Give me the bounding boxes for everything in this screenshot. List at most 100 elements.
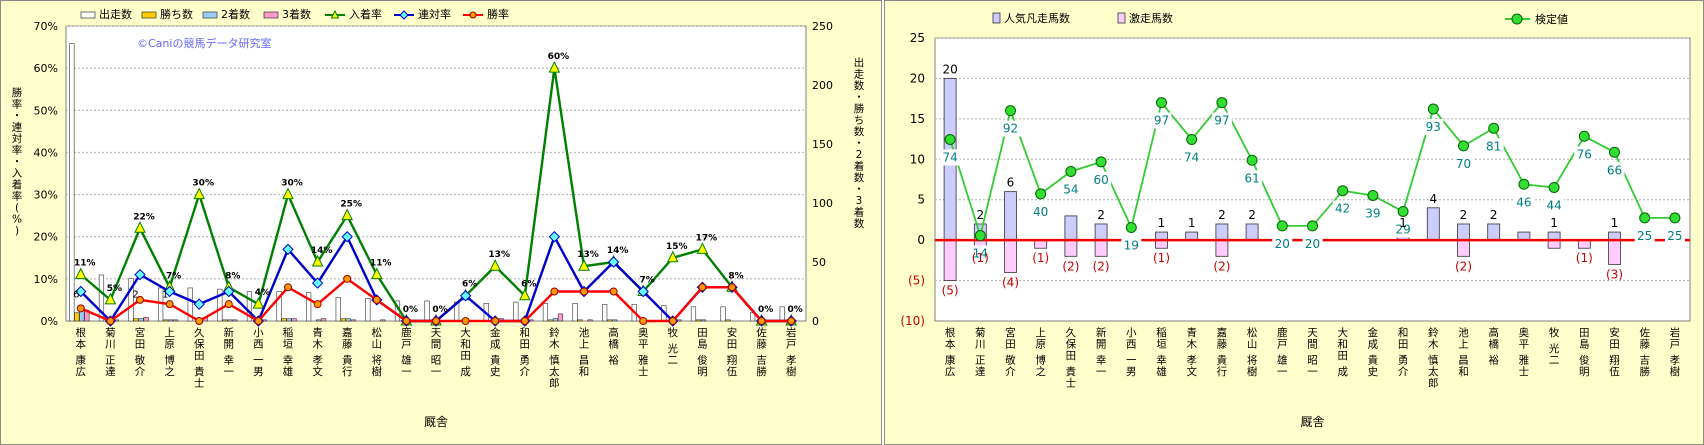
svg-text:金: 金: [490, 326, 501, 339]
svg-text:戸: 戸: [401, 339, 412, 351]
bar-value-label: 2: [1248, 208, 1256, 222]
svg-text:佐: 佐: [756, 326, 767, 339]
y-left-tick-label: 70%: [34, 20, 58, 33]
point-検定値: [1035, 188, 1047, 200]
svg-text:岩: 岩: [786, 326, 797, 339]
y-right-tick-label: 200: [812, 79, 833, 92]
svg-text:吉: 吉: [756, 355, 767, 367]
svg-text:和: 和: [520, 327, 531, 339]
svg-text:鈴: 鈴: [1428, 326, 1439, 339]
data-label: 14: [973, 247, 988, 261]
point-勝率: [728, 283, 736, 292]
svg-text:青: 青: [1186, 326, 1197, 339]
point-検定値: [1005, 105, 1016, 117]
svg-text:池: 池: [1458, 326, 1469, 339]
legend-marker: [399, 10, 409, 20]
bar-激走馬数: [1004, 239, 1017, 273]
bar-出走数: [98, 274, 105, 322]
svg-text:幸: 幸: [283, 355, 294, 367]
svg-text:着: 着: [854, 160, 865, 173]
data-label: 0%: [403, 305, 418, 315]
svg-text:田: 田: [1337, 350, 1348, 362]
legend-swatch: [202, 11, 218, 19]
data-label: 15%: [666, 242, 688, 252]
svg-text:木: 木: [1428, 339, 1439, 351]
bar-value-label: 2: [1097, 208, 1105, 222]
x-tick-label: 高橋裕: [608, 326, 619, 367]
legend-label: 激走馬数: [1129, 11, 1173, 25]
svg-text:開: 開: [224, 339, 235, 351]
bar-value-label: (1): [1153, 251, 1170, 265]
data-label: 54: [1063, 182, 1078, 196]
bar-2着数: [168, 319, 174, 322]
svg-text:雅: 雅: [638, 354, 649, 367]
point-検定値: [1397, 206, 1409, 218]
point-勝率: [195, 317, 204, 325]
bar-2着数: [345, 318, 351, 322]
svg-text:士: 士: [1066, 377, 1077, 390]
point-入着率: [370, 267, 383, 280]
svg-text:成: 成: [490, 339, 501, 351]
x-axis-title: 厩舎: [1300, 415, 1324, 429]
bar-出走数: [246, 291, 253, 322]
svg-text:翔: 翔: [1609, 354, 1620, 367]
point-勝率: [136, 295, 144, 304]
svg-text:藤: 藤: [1217, 339, 1228, 351]
point-連対率: [548, 231, 561, 243]
svg-text:松: 松: [372, 326, 383, 339]
svg-text:幸: 幸: [1096, 355, 1107, 367]
point-入着率: [489, 259, 502, 271]
svg-text:・: ・: [12, 156, 23, 168]
bar-出走数: [217, 288, 223, 322]
svg-text:伍: 伍: [727, 366, 738, 378]
bar-value-label: (2): [1093, 259, 1110, 273]
data-label: 11%: [74, 259, 96, 269]
point-勝率: [372, 295, 381, 304]
data-label: 42: [1335, 202, 1350, 216]
test-value-chart-panel: (10) (5) 0 5 10 15 20 25 74 14 92 40 54 60 19 97 74 97 61 2…: [884, 0, 1704, 445]
svg-text:一: 一: [1096, 366, 1107, 378]
legend-marker: [330, 9, 340, 19]
point-勝率: [520, 317, 529, 325]
bar-勝ち数: [547, 319, 554, 322]
bar-2着数: [227, 319, 233, 322]
svg-text:率: 率: [12, 98, 23, 111]
bar-2着数: [138, 318, 144, 322]
svg-text:戸: 戸: [1670, 339, 1681, 351]
svg-text:久: 久: [1066, 327, 1077, 339]
bar-3着数: [587, 319, 593, 322]
point-検定値: [974, 230, 986, 242]
svg-text:佐: 佐: [1639, 326, 1650, 339]
y-tick-label: 0: [917, 233, 925, 247]
bar-勝ち数: [74, 312, 80, 322]
data-label-bg: [1242, 170, 1263, 187]
legend-swatch: [80, 11, 96, 19]
svg-text:田: 田: [1609, 339, 1620, 351]
svg-text:貴: 貴: [490, 354, 501, 367]
svg-text:上: 上: [579, 339, 590, 351]
svg-text:介: 介: [1398, 366, 1409, 378]
y-tick-label: 5: [917, 193, 925, 207]
point-勝率: [313, 300, 322, 309]
svg-text:樹: 樹: [786, 365, 797, 378]
point-勝率: [432, 317, 440, 325]
point-連対率: [459, 290, 472, 302]
x-axis-title: 厩舎: [424, 415, 448, 429]
svg-text:俊: 俊: [697, 354, 708, 367]
y-left-axis-title: 勝率・連対率・入着率(%): [12, 86, 23, 237]
svg-text:島: 島: [697, 338, 708, 351]
svg-text:鹿: 鹿: [401, 326, 412, 339]
bar-激走馬数: [1215, 239, 1229, 257]
svg-text:正: 正: [975, 355, 986, 367]
